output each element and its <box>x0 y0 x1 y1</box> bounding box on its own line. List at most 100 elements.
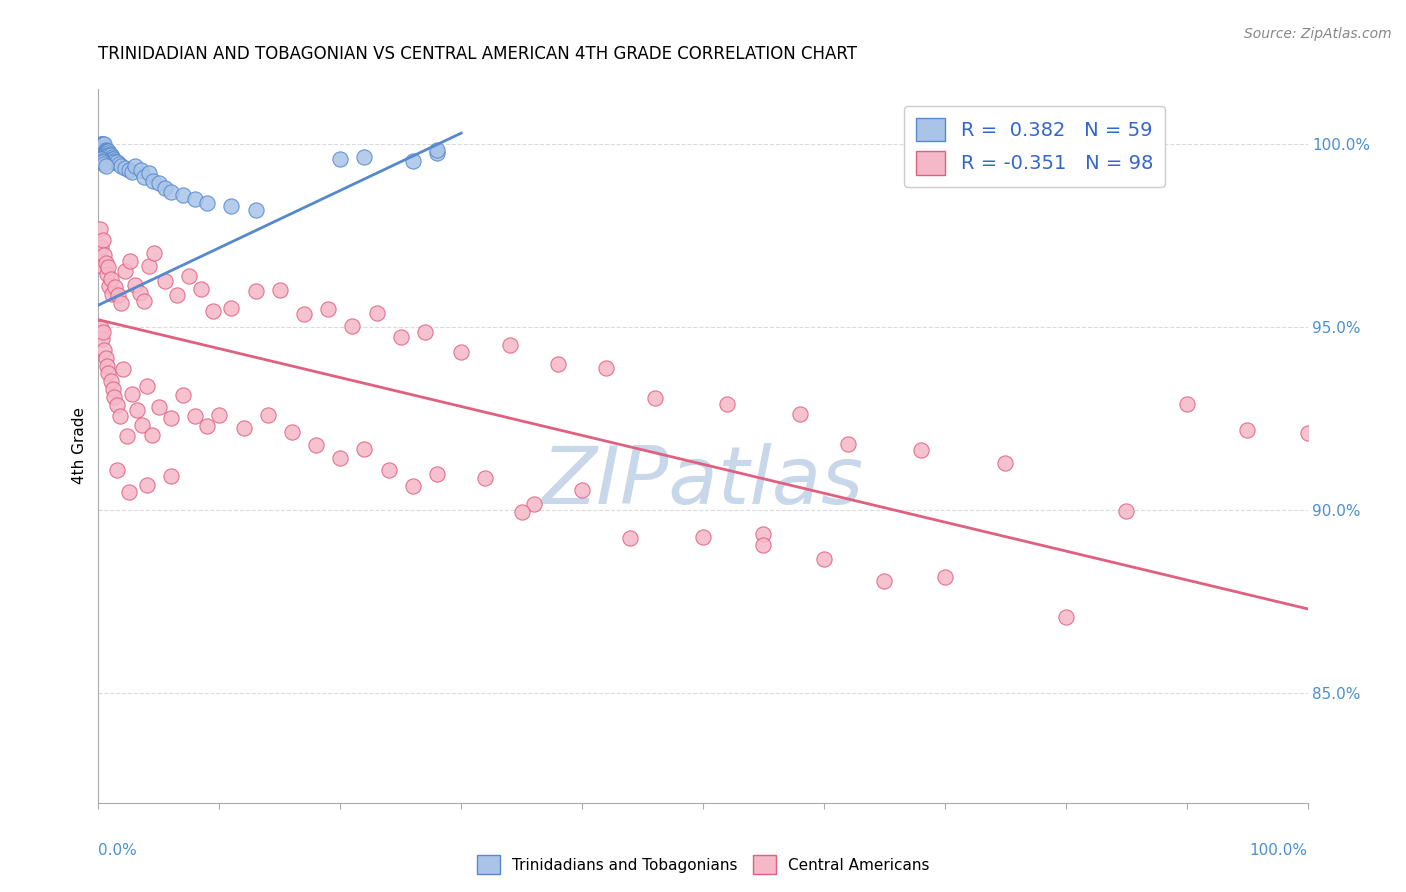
Point <box>190 282 212 296</box>
Point <box>91 325 114 339</box>
Point <box>232 420 254 434</box>
Point <box>281 425 304 439</box>
Point <box>510 505 533 519</box>
Point <box>118 484 141 499</box>
Point <box>595 361 617 376</box>
Point <box>547 357 569 371</box>
Point <box>329 451 352 466</box>
Point <box>138 166 160 180</box>
Point <box>101 153 124 168</box>
Legend: Trinidadians and Tobagonians, Central Americans: Trinidadians and Tobagonians, Central Am… <box>471 849 935 880</box>
Point <box>752 538 775 552</box>
Point <box>221 301 243 315</box>
Point <box>100 374 122 388</box>
Point <box>160 185 183 199</box>
Point <box>91 155 114 169</box>
Point <box>305 438 328 452</box>
Point <box>90 152 112 166</box>
Point <box>172 388 194 402</box>
Point <box>131 418 153 433</box>
Point <box>148 401 170 415</box>
Point <box>96 359 118 373</box>
Point <box>124 159 146 173</box>
Point <box>413 325 436 339</box>
Point <box>160 469 183 483</box>
Point <box>138 259 160 273</box>
Point <box>97 145 120 159</box>
Point <box>292 307 315 321</box>
Point <box>135 379 157 393</box>
Point <box>873 574 896 588</box>
Point <box>91 141 114 155</box>
Point <box>96 146 118 161</box>
Point <box>93 146 115 161</box>
Point <box>134 169 156 184</box>
Point <box>1054 610 1077 624</box>
Text: ZIPatlas: ZIPatlas <box>541 442 865 521</box>
Point <box>153 274 176 288</box>
Point <box>153 181 176 195</box>
Point <box>91 143 114 157</box>
Point <box>105 155 128 169</box>
Point <box>121 164 143 178</box>
Point <box>118 162 141 177</box>
Point <box>105 463 128 477</box>
Point <box>93 248 115 262</box>
Point <box>426 143 449 157</box>
Point <box>124 277 146 292</box>
Point <box>142 174 165 188</box>
Y-axis label: 4th Grade: 4th Grade <box>72 408 87 484</box>
Point <box>716 397 738 411</box>
Point <box>148 176 170 190</box>
Point <box>93 137 115 152</box>
Point <box>329 152 352 166</box>
Point <box>94 351 117 365</box>
Point <box>571 483 593 498</box>
Point <box>195 419 218 434</box>
Point <box>994 456 1017 470</box>
Point <box>195 195 218 210</box>
Point <box>91 259 114 273</box>
Point <box>97 148 120 162</box>
Point <box>98 150 121 164</box>
Point <box>91 143 114 157</box>
Point <box>377 463 399 477</box>
Point <box>245 285 267 299</box>
Point <box>103 155 125 169</box>
Point <box>269 283 291 297</box>
Point <box>96 145 118 159</box>
Point <box>366 306 388 320</box>
Point <box>105 398 128 412</box>
Point <box>692 531 714 545</box>
Point <box>184 409 207 423</box>
Point <box>644 391 666 405</box>
Point <box>128 285 150 300</box>
Point <box>402 479 425 493</box>
Point <box>96 267 118 281</box>
Point <box>98 278 121 293</box>
Point <box>90 141 112 155</box>
Point <box>100 271 122 285</box>
Text: TRINIDADIAN AND TOBAGONIAN VS CENTRAL AMERICAN 4TH GRADE CORRELATION CHART: TRINIDADIAN AND TOBAGONIAN VS CENTRAL AM… <box>98 45 858 62</box>
Point <box>91 153 114 168</box>
Point <box>94 145 117 159</box>
Point <box>107 288 129 302</box>
Text: Source: ZipAtlas.com: Source: ZipAtlas.com <box>1244 27 1392 41</box>
Point <box>245 202 267 217</box>
Point <box>101 382 124 396</box>
Point <box>103 390 125 404</box>
Point <box>121 386 143 401</box>
Point <box>934 570 956 584</box>
Point <box>135 478 157 492</box>
Point <box>90 240 112 254</box>
Point <box>118 254 141 268</box>
Point <box>342 318 364 333</box>
Point <box>108 157 131 171</box>
Point <box>184 192 207 206</box>
Point <box>1175 397 1198 411</box>
Point <box>166 287 188 301</box>
Point <box>100 286 122 301</box>
Point <box>619 532 641 546</box>
Point <box>93 157 115 171</box>
Point <box>402 153 425 168</box>
